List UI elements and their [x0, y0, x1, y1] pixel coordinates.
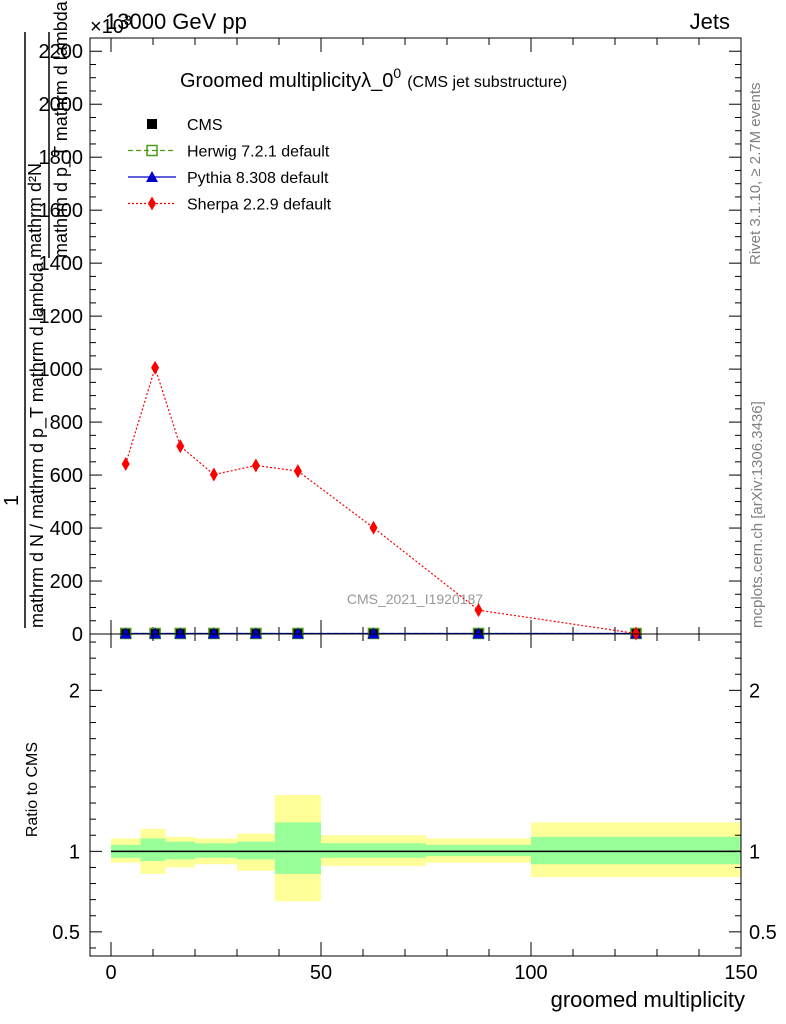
main-y-tick-label: 200	[50, 571, 83, 593]
sherpa-data-point	[251, 458, 260, 473]
ratio-y-axis-label: Ratio to CMS	[24, 742, 41, 837]
ratio-plot-frame	[89, 633, 742, 957]
ratio-inner-band	[531, 836, 741, 865]
legend-pythia-marker	[146, 171, 158, 182]
ratio-axes: 0 50 100 150 0.5 0.5 1 1 2 2	[52, 634, 777, 984]
ratio-inner-band	[274, 822, 321, 874]
sherpa-data-point	[474, 603, 483, 618]
x-axis-label: groomed multiplicity	[551, 987, 745, 1012]
ratio-inner-band	[165, 841, 195, 860]
main-y-axis: 0200400600800100012001400160018002000220…	[39, 37, 741, 646]
ratio-inner-band	[237, 841, 275, 860]
ratio-y-tick-label: 0.5	[52, 922, 80, 944]
header-right: Jets	[690, 9, 730, 34]
sherpa-data-point	[293, 464, 302, 479]
ratio-y-tick-label: 1	[69, 841, 80, 863]
main-y-tick-label: 800	[50, 412, 83, 434]
legend-pythia-label: Pythia 8.308 default	[187, 170, 329, 187]
ratio-inner-band	[140, 838, 166, 862]
ratio-inner-band	[426, 844, 531, 857]
pythia-data-point	[149, 627, 162, 639]
legend: CMS Herwig 7.2.1 default Pythia 8.308 defa…	[128, 117, 332, 214]
sherpa-data-point	[121, 456, 130, 471]
ratio-y-tick-label-right: 1	[749, 841, 760, 863]
sherpa-data-point	[209, 467, 218, 482]
pythia-data-point	[207, 627, 220, 639]
ratio-inner-band	[321, 843, 426, 858]
ratio-bands	[111, 795, 741, 902]
pythia-data-point	[367, 627, 380, 639]
pythia-data-point	[472, 627, 485, 639]
y-label-frac1-den: mathrm d N / mathrm d p_T mathrm d lambd…	[27, 261, 48, 628]
header-multiplier: ×103	[90, 12, 132, 38]
sherpa-data-point	[151, 360, 160, 375]
ratio-y-tick-label: 2	[69, 680, 80, 702]
y-label-frac2-num: mathrm d²N	[25, 163, 45, 258]
rivet-version-text: Rivet 3.1.10, ≥ 2.7M events	[747, 83, 764, 266]
header-left: 13000 GeV pp	[105, 9, 247, 34]
x-tick-label: 0	[105, 962, 116, 984]
main-y-tick-label: 400	[50, 518, 83, 540]
legend-herwig-marker	[146, 144, 158, 157]
watermark-text: CMS_2021_I1920187	[347, 591, 483, 607]
main-plot-title: Groomed multiplicityλ_00(CMS jet substru…	[180, 65, 567, 92]
x-tick-label: 50	[310, 962, 332, 984]
main-y-tick-label: 1400	[39, 253, 84, 275]
sherpa-data-point	[176, 439, 185, 454]
main-y-tick-label: 600	[50, 465, 83, 487]
main-series-group	[119, 360, 642, 641]
ratio-y-tick-label-right: 0.5	[749, 922, 777, 944]
x-tick-label: 100	[514, 962, 547, 984]
pythia-data-point	[119, 627, 132, 639]
main-y-tick-label: 1200	[39, 306, 84, 328]
ratio-plot-panel: 0 50 100 150 0.5 0.5 1 1 2 2 Ratio to CMS groomed…	[24, 633, 777, 1012]
legend-cms-label: CMS	[187, 117, 223, 134]
y-label-frac2-den: mathrm d p_T mathrm d lambda	[51, 0, 72, 258]
main-plot-panel: 0200400600800100012001400160018002000220…	[39, 37, 742, 646]
pythia-data-point	[174, 627, 187, 639]
main-y-axis-label: 1 mathrm d N / mathrm d p_T mathrm d lam…	[1, 0, 72, 628]
x-tick-label: 150	[724, 962, 757, 984]
y-label-frac1-num: 1	[1, 495, 23, 506]
main-x-axis	[110, 38, 742, 634]
main-y-tick-label: 0	[72, 624, 83, 646]
legend-sherpa-label: Sherpa 2.2.9 default	[187, 197, 332, 214]
legend-herwig-label: Herwig 7.2.1 default	[187, 144, 330, 161]
legend-sherpa-marker	[148, 196, 156, 211]
sherpa-data-point	[369, 520, 378, 535]
sherpa-data-point	[632, 626, 640, 641]
mcplots-text: mcplots.cern.ch [arXiv:1306.3436]	[749, 401, 766, 628]
ratio-inner-band	[195, 843, 237, 858]
pythia-data-point	[291, 627, 304, 639]
pythia-data-point	[249, 627, 262, 639]
legend-cms-marker	[147, 119, 157, 129]
main-y-tick-label: 1000	[39, 359, 84, 381]
ratio-y-tick-label-right: 2	[749, 680, 760, 702]
